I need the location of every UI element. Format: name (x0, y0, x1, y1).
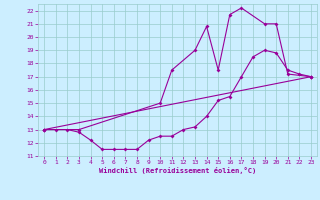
X-axis label: Windchill (Refroidissement éolien,°C): Windchill (Refroidissement éolien,°C) (99, 167, 256, 174)
